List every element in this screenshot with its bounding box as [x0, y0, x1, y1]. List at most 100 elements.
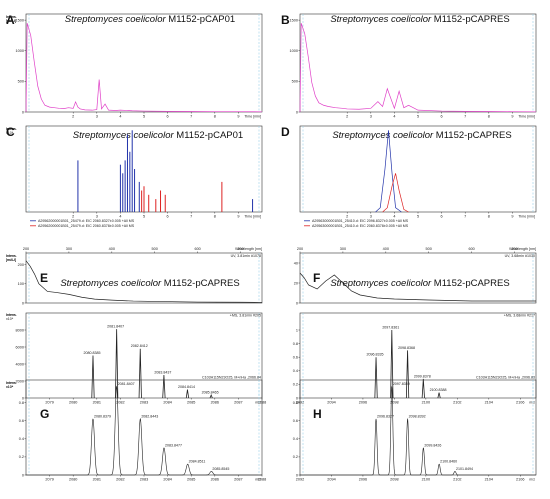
- peak-label: 2081.8407: [118, 382, 135, 386]
- y-unit-label: Intens. x10⁴: [6, 127, 17, 135]
- peak-label: 2096.8327: [377, 414, 394, 418]
- peak-label: 2080.8385: [83, 351, 100, 355]
- x-tick-label: 2: [346, 215, 348, 219]
- x-tick-label: 3: [370, 215, 372, 219]
- title-species: Streptomyces coelicolor: [73, 130, 175, 141]
- x-tick-label: 2085: [187, 401, 195, 405]
- ms-peak: [390, 329, 394, 399]
- wavelength-tick-label: 300: [66, 247, 72, 251]
- wavelength-tick-label: 700: [237, 247, 243, 251]
- peak-label: 2083.8477: [165, 443, 182, 447]
- title-species: Streptomyces coelicolor: [65, 14, 167, 25]
- x-tick-label: 7: [190, 215, 192, 219]
- x-tick-label: 8: [214, 115, 216, 119]
- title-species: Streptomyces coelicolor: [332, 130, 434, 141]
- x-tick-label: 2085: [187, 478, 195, 482]
- y-tick-label: 0.8: [19, 401, 24, 405]
- panel-title: Streptomyces coelicolor M1152-pCAPRES: [330, 14, 509, 25]
- x-tick-label: 4: [393, 115, 395, 119]
- y-tick-label: 0.2: [19, 455, 24, 459]
- y-tick-label: 500: [292, 80, 298, 84]
- y-tick-label: 0: [22, 396, 24, 400]
- panel-title: Streptomyces coelicolor M1152-pCAPRES: [60, 278, 239, 289]
- y-tick-label: 100: [18, 282, 24, 286]
- peak-label: 2101.8494: [456, 467, 473, 471]
- y-tick-label: 200: [18, 263, 24, 267]
- y-tick-label: 0: [296, 473, 298, 477]
- x-tick-label: 7: [464, 115, 466, 119]
- panel-letter: H: [313, 407, 322, 421]
- isotope-profile: [26, 385, 262, 476]
- peak-label: 2085.8465: [202, 391, 219, 395]
- x-tick-label: 2080: [69, 401, 77, 405]
- uv-y-unit: Intens. [mAU]: [6, 254, 17, 262]
- mz-axis-label: m/z: [529, 401, 535, 405]
- panel-title: Streptomyces coelicolor M1152-pCAPRES: [332, 130, 511, 141]
- peak-label: 2083.8437: [154, 371, 171, 375]
- peak-label: 2098.8392: [409, 414, 426, 418]
- y-tick-label: 0.8: [293, 401, 298, 405]
- wavelength-axis-label: Wavelength [nm]: [509, 247, 536, 251]
- ms-peak: [185, 389, 190, 399]
- plot-frame: [25, 252, 263, 304]
- ms-peak: [374, 357, 378, 399]
- ms-label: +MS, 3.81min #205: [230, 314, 261, 318]
- x-tick-label: 2094: [327, 478, 335, 482]
- plot-frame: [25, 379, 263, 476]
- wavelength-tick-label: 400: [383, 247, 389, 251]
- y-tick-label: 1000: [16, 49, 24, 53]
- x-tick-label: 2084: [163, 401, 171, 405]
- y-tick-label: 0.4: [19, 437, 24, 441]
- series-line-0: [25, 23, 263, 113]
- wavelength-axis-label: Wavelength [nm]: [235, 247, 262, 251]
- x-axis-label: Time [min]: [244, 115, 261, 119]
- x-tick-label: 2106: [516, 478, 524, 482]
- x-tick-label: 2: [346, 115, 348, 119]
- x-tick-label: 2088: [258, 478, 266, 482]
- panel-G: G 2079 2080 2081 2082 2083 2084 2085 2086 2087 208…: [6, 376, 266, 482]
- y-tick-label: 8000: [16, 328, 24, 332]
- title-species: Streptomyces coelicolor: [330, 14, 432, 25]
- x-tick-label: 2098: [390, 401, 398, 405]
- x-tick-label: 2087: [234, 478, 242, 482]
- peak-label: 2082.8412: [131, 344, 148, 348]
- ms-y-unit: Intens.: [6, 313, 17, 317]
- x-tick-label: 9: [237, 215, 239, 219]
- peak-label: 2084.8414: [178, 385, 195, 389]
- x-axis-label: Time [min]: [518, 115, 535, 119]
- x-axis-label: Time [min]: [244, 215, 261, 219]
- plot-frame: [299, 252, 537, 304]
- x-tick-label: 6: [441, 115, 443, 119]
- x-tick-label: 7: [190, 115, 192, 119]
- x-tick-label: 2106: [516, 401, 524, 405]
- x-tick-label: 2083: [140, 478, 148, 482]
- uv-y-unit: Intens. [mAU]: [6, 254, 17, 262]
- x-tick-label: 2081: [93, 478, 101, 482]
- peak-label: 2082.8443: [141, 414, 158, 418]
- x-tick-label: 3: [370, 115, 372, 119]
- y-tick-label: 40: [294, 261, 298, 265]
- ms-peak: [162, 375, 166, 399]
- wavelength-tick-label: 500: [426, 247, 432, 251]
- y-tick-label: 0.2: [293, 455, 298, 459]
- y-tick-label: 1500: [290, 18, 298, 22]
- uv-trace: [25, 260, 263, 303]
- y-tick-label: 0.6: [293, 419, 298, 423]
- x-tick-label: 2094: [327, 401, 335, 405]
- x-axis-label: m/z: [529, 478, 535, 482]
- x-tick-label: 2082: [116, 478, 124, 482]
- ms-peak: [209, 393, 213, 399]
- plot-frame: [299, 13, 537, 113]
- y-tick-label: 0.4: [293, 369, 298, 373]
- plot-frame: [299, 379, 537, 476]
- y-tick-label: 0: [22, 110, 24, 114]
- x-tick-label: 2100: [422, 478, 430, 482]
- wavelength-tick-label: 200: [23, 247, 29, 251]
- title-strain: M1152-pCAP01: [166, 14, 236, 25]
- x-tick-label: 3: [96, 115, 98, 119]
- x-tick-label: 8: [488, 215, 490, 219]
- x-tick-label: 2102: [453, 401, 461, 405]
- plot-frame: [299, 312, 537, 399]
